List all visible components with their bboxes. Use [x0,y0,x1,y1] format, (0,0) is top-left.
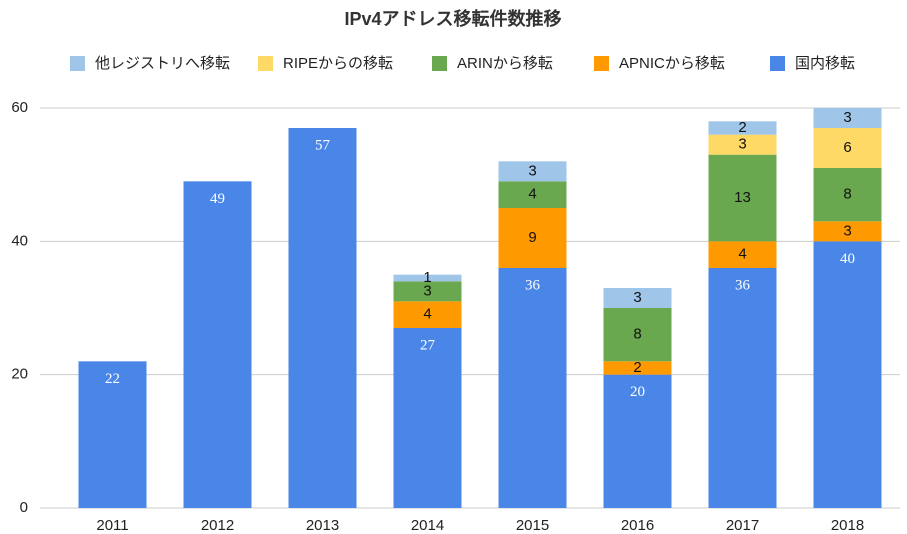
data-label: 22 [105,371,120,387]
data-label: 3 [633,289,641,306]
data-label: 8 [843,186,851,203]
data-label: 4 [528,186,536,203]
data-label: 8 [633,326,641,343]
bar-segment [603,374,672,508]
chart-title: IPv4アドレス移転件数推移 [344,8,561,29]
legend-swatch [70,56,85,71]
data-label: 36 [525,277,541,293]
bar-segment [393,328,462,508]
bar-segment [813,241,882,509]
x-tick-label: 2016 [621,517,654,534]
data-label: 3 [423,282,431,299]
bar-segment [393,281,462,302]
x-tick-label: 2015 [516,517,549,534]
legend-label: ARINから移転 [457,55,553,72]
data-label: 40 [840,251,855,267]
legend-swatch [432,56,447,71]
data-label: 3 [528,162,536,179]
legend-label: 他レジストリへ移転 [95,55,230,72]
data-label: 3 [843,109,851,126]
bar-segment [288,128,357,508]
x-tick-label: 2013 [306,517,339,534]
x-tick-label: 2014 [411,517,444,534]
y-tick-label: 60 [11,99,28,116]
legend-swatch [594,56,609,71]
bar-segment [813,221,882,242]
data-label: 3 [843,222,851,239]
bar-segment [78,361,147,508]
bar-segment [393,301,462,328]
bar-segment [498,208,567,268]
data-label: 20 [630,384,645,400]
legend-swatch [770,56,785,71]
data-label: 49 [210,191,225,207]
data-label: 9 [528,229,536,246]
legend-label: 国内移転 [795,55,855,72]
data-label: 4 [738,246,746,263]
legend-label: RIPEからの移転 [283,55,393,72]
bar-segment [603,288,672,308]
bar-segment [498,181,567,208]
bar-segment [498,161,567,182]
bar-segment [603,308,672,362]
bar-segment [393,274,462,282]
bar-segment [708,154,777,242]
x-tick-label: 2018 [831,517,864,534]
bar-segment [708,268,777,508]
y-tick-label: 0 [20,499,28,516]
y-tick-label: 20 [11,366,28,383]
data-label: 57 [315,137,331,153]
data-label: 4 [423,306,431,323]
bar-segment [498,268,567,508]
data-label: 1 [423,269,431,286]
data-label: 13 [734,189,751,206]
data-label: 6 [843,139,851,156]
data-label: 27 [420,337,436,353]
bar-segment [708,134,777,155]
bar-segment [813,168,882,222]
y-tick-label: 40 [11,232,28,249]
x-tick-label: 2011 [96,517,128,534]
x-tick-label: 2012 [201,517,234,534]
bar-segment [708,121,777,135]
legend-label: APNICから移転 [619,55,725,72]
x-tick-label: 2017 [726,517,759,534]
data-label: 3 [738,136,746,153]
data-label: 2 [738,119,746,136]
bar-segment [813,108,882,128]
bar-segment [813,128,882,168]
data-label: 2 [633,359,641,376]
bar-segment [603,361,672,375]
legend-swatch [258,56,273,71]
data-label: 36 [735,277,751,293]
bar-segment [708,241,777,268]
bar-segment [183,181,252,509]
